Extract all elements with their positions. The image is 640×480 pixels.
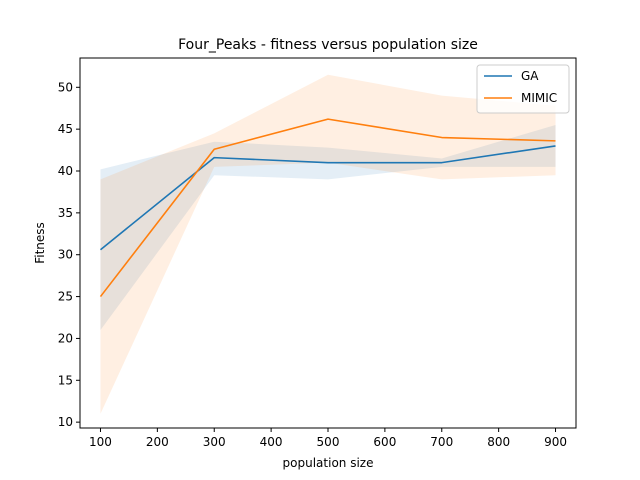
chart-title: Four_Peaks - fitness versus population s…	[178, 37, 478, 53]
y-tick-label: 35	[58, 206, 73, 220]
x-tick-label: 500	[317, 435, 340, 449]
y-tick-label: 30	[58, 248, 73, 262]
series-lines	[99, 118, 556, 298]
band-ga	[100, 124, 556, 331]
legend-label-mimic: MIMIC	[521, 91, 557, 105]
band-mimic	[100, 74, 556, 414]
x-axis: 100 200 300 400 500 600 700 800 900	[89, 428, 567, 449]
x-tick-label: 800	[487, 435, 510, 449]
x-tick-label: 400	[260, 435, 283, 449]
legend: GA MIMIC	[476, 64, 570, 114]
legend-label-ga: GA	[521, 69, 539, 83]
series-line-mimic	[99, 118, 556, 298]
y-axis: 10 15 20 25 30 35 40 45 50	[58, 80, 80, 429]
y-tick-label: 25	[58, 290, 73, 304]
x-tick-label: 600	[373, 435, 396, 449]
y-tick-label: 50	[58, 80, 73, 94]
x-tick-label: 100	[89, 435, 112, 449]
y-tick-label: 40	[58, 164, 73, 178]
y-tick-label: 15	[58, 373, 73, 387]
confidence-bands	[100, 74, 556, 414]
x-tick-label: 700	[430, 435, 453, 449]
x-tick-label: 200	[146, 435, 169, 449]
x-axis-label: population size	[283, 456, 374, 470]
y-tick-label: 45	[58, 122, 73, 136]
x-tick-label: 900	[544, 435, 567, 449]
x-tick-label: 300	[203, 435, 226, 449]
legend-box	[476, 64, 570, 114]
y-tick-label: 20	[58, 331, 73, 345]
y-tick-label: 10	[58, 415, 73, 429]
y-axis-label: Fitness	[33, 222, 47, 264]
series-line-ga	[99, 145, 556, 251]
